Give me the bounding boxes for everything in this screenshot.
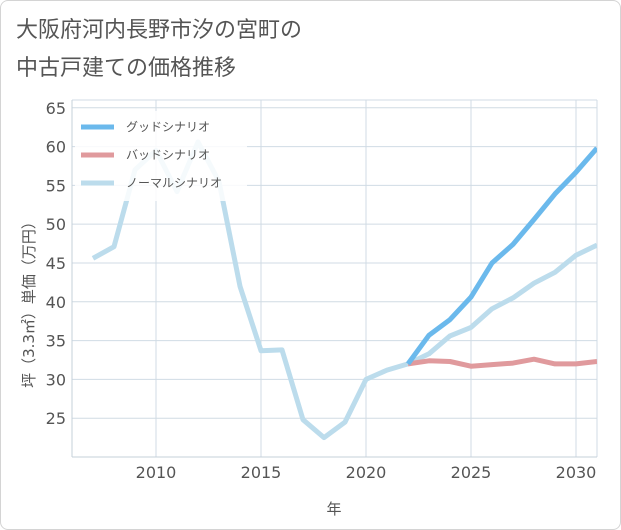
x-axis-label: 年 [326, 500, 341, 518]
y-tick-label: 60 [46, 138, 66, 157]
x-tick-label: 2030 [556, 463, 597, 482]
grid-lines [71, 99, 598, 458]
x-tick-label: 2010 [136, 463, 177, 482]
chart-title: 大阪府河内長野市汐の宮町の 中古戸建ての価格推移 [16, 12, 302, 88]
y-tick-label: 30 [46, 370, 66, 389]
y-tick-label: 35 [46, 332, 66, 351]
y-tick-label: 45 [46, 254, 66, 273]
y-axis-label: 坪（3.3㎡）単価（万円） [20, 214, 38, 388]
y-tick-label: 40 [46, 293, 66, 312]
chart-title-line-2: 中古戸建ての価格推移 [16, 56, 237, 81]
legend-label-good: グッドシナリオ [126, 120, 210, 134]
y-tick-label: 65 [46, 99, 66, 118]
chart-title-line-1: 大阪府河内長野市汐の宮町の [16, 18, 303, 43]
y-tick-label: 50 [46, 215, 66, 234]
series-line-bad [407, 356, 597, 369]
axis-ticks: 25 30 35 40 45 50 55 60 65 2010 2015 2020 2025 2030 [46, 99, 597, 482]
y-tick-label: 25 [46, 409, 66, 428]
legend-label-bad: バッドシナリオ [126, 148, 210, 162]
x-tick-label: 2025 [451, 463, 492, 482]
y-tick-label: 55 [46, 176, 66, 195]
x-tick-label: 2015 [241, 463, 282, 482]
x-tick-label: 2020 [346, 463, 387, 482]
legend-label-normal: ノーマルシナリオ [126, 176, 222, 190]
series-line-good [405, 146, 597, 366]
